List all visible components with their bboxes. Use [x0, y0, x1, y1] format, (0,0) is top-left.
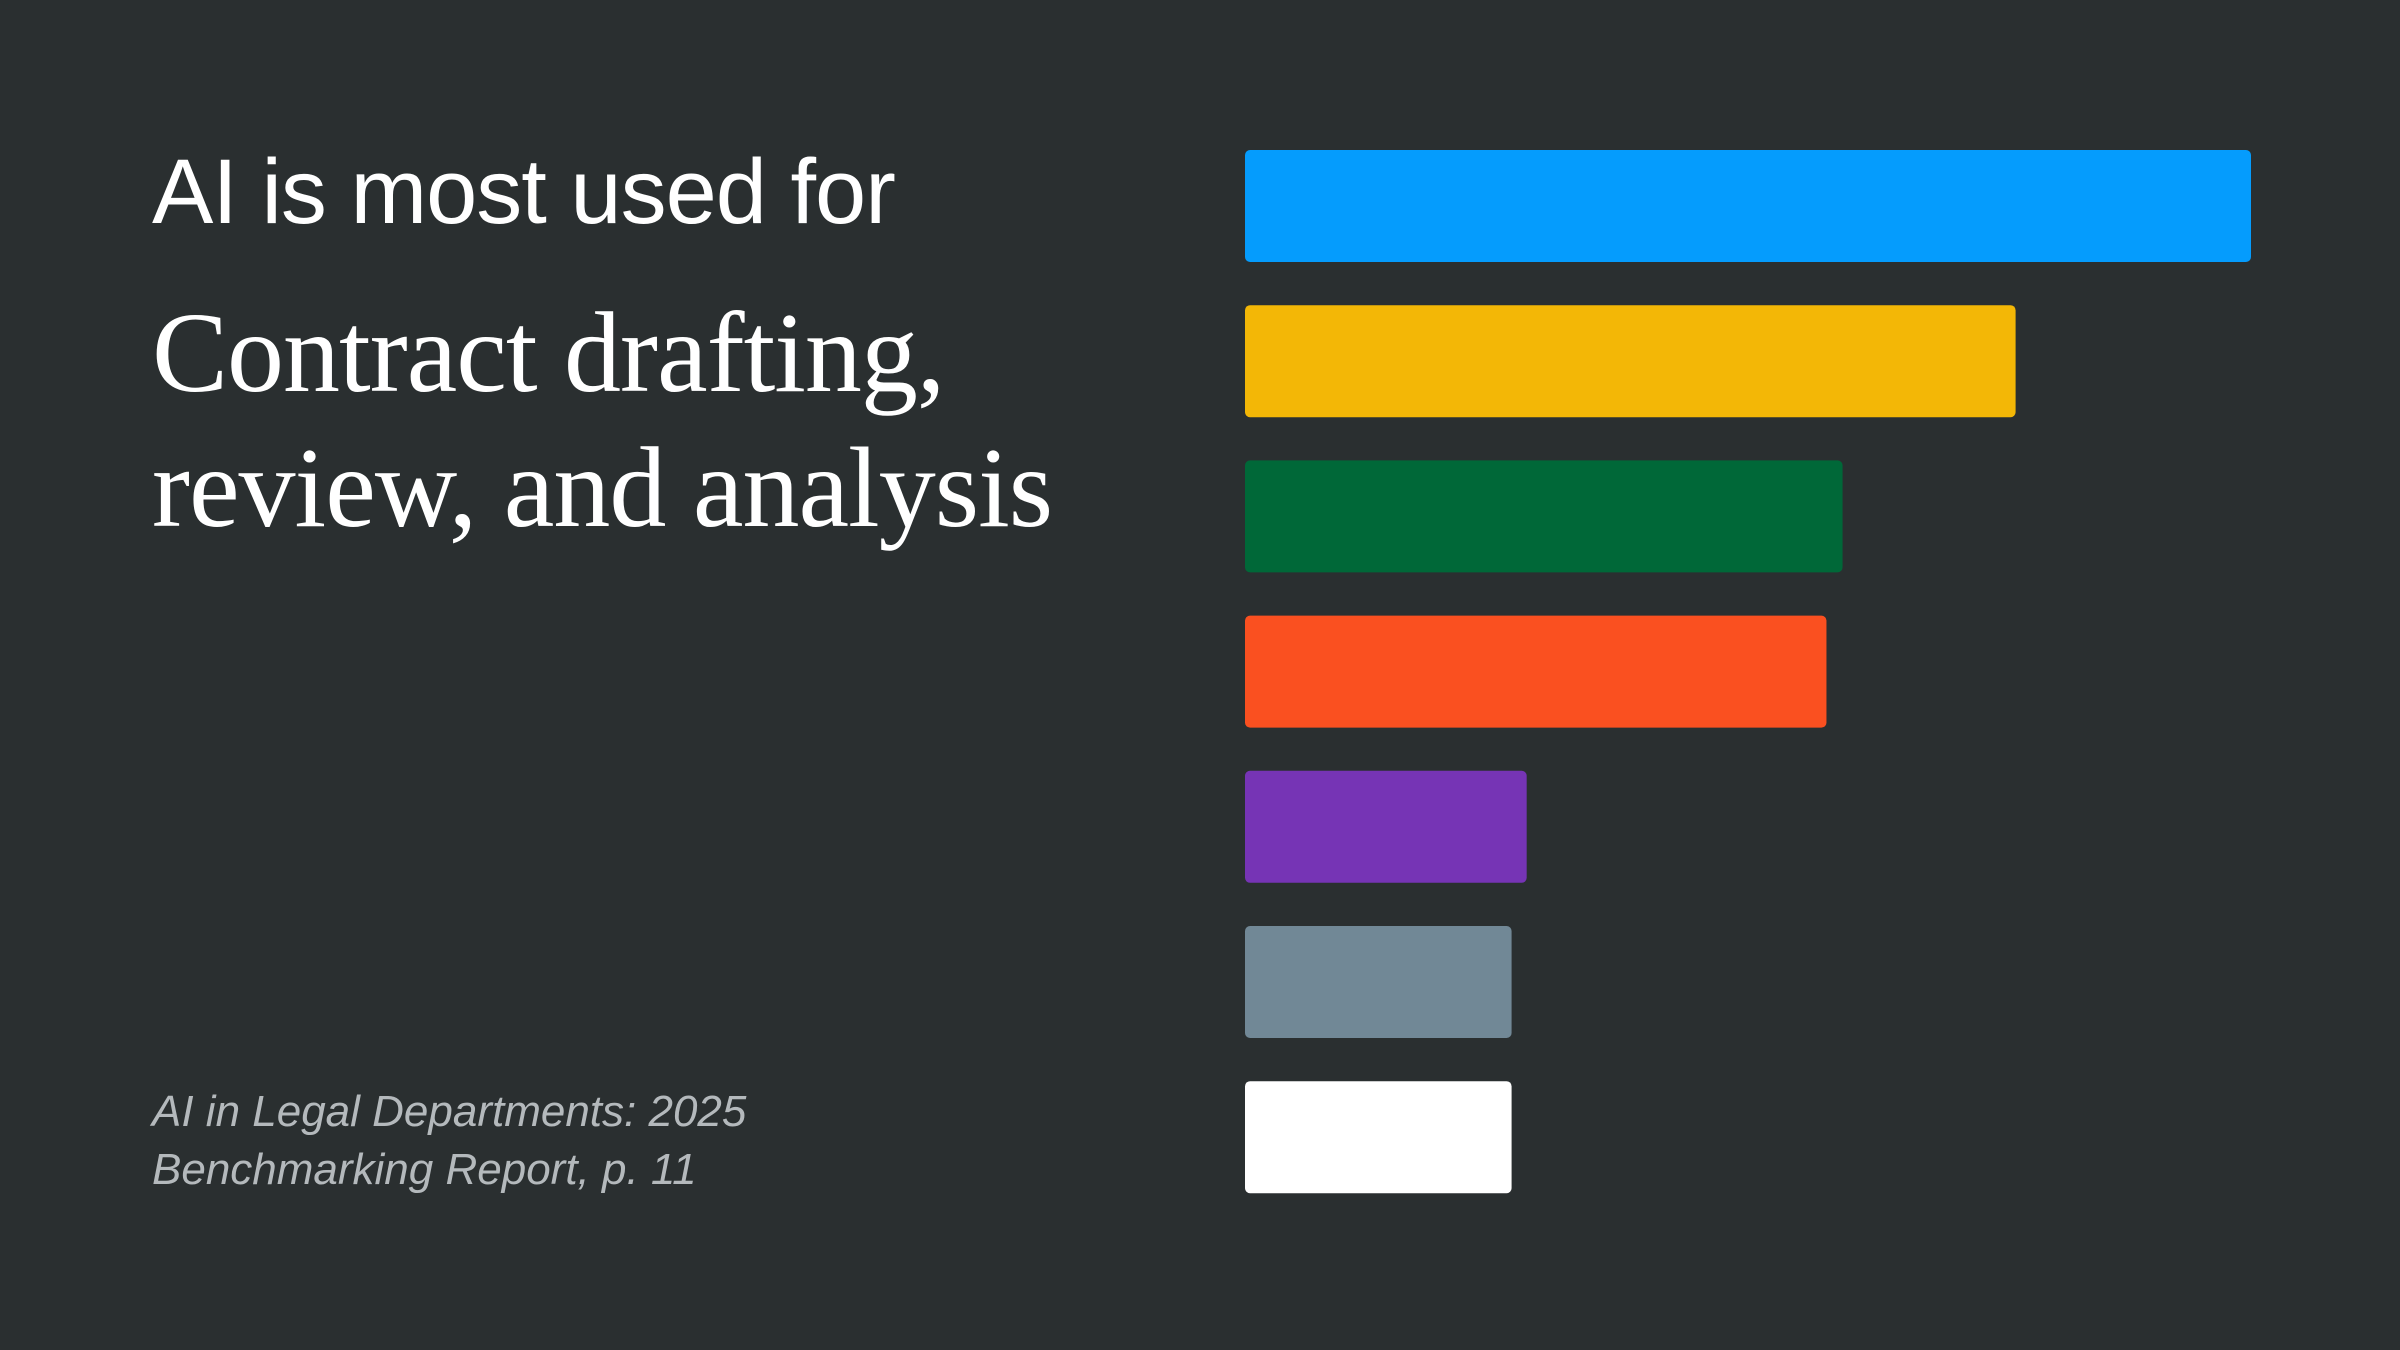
- source-note: AI in Legal Departments: 2025 Benchmarki…: [152, 1087, 747, 1194]
- bar: [1245, 1081, 1512, 1194]
- chart-title: AI is most used for: [152, 141, 896, 243]
- bar: [1245, 615, 1827, 728]
- bar: [1245, 150, 2251, 262]
- bar: [1245, 305, 2016, 418]
- bar: [1245, 460, 1843, 573]
- chart-subtitle: Contract drafting, review, and analysis: [152, 289, 1053, 551]
- bar: [1245, 770, 1527, 883]
- bar: [1245, 926, 1512, 1038]
